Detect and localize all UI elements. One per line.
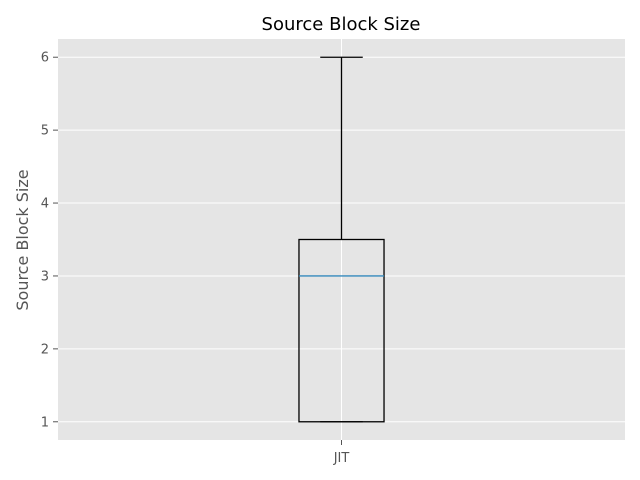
y-tick-label: 3 [41, 269, 49, 284]
y-tick-label: 5 [41, 124, 49, 139]
x-tick-label: JIT [333, 451, 350, 466]
boxes [298, 56, 385, 423]
y-tick-label: 1 [41, 415, 49, 430]
y-tick-label: 4 [41, 197, 49, 212]
y-tick-label: 2 [41, 342, 49, 357]
box-jit [298, 56, 385, 423]
axis-ticks: 1 2 3 4 5 6 JIT [41, 51, 350, 466]
y-tick-label: 6 [41, 51, 49, 66]
chart-title: Source Block Size [262, 14, 421, 35]
box-iqr [298, 238, 385, 423]
y-axis-label: Source Block Size [13, 169, 32, 310]
